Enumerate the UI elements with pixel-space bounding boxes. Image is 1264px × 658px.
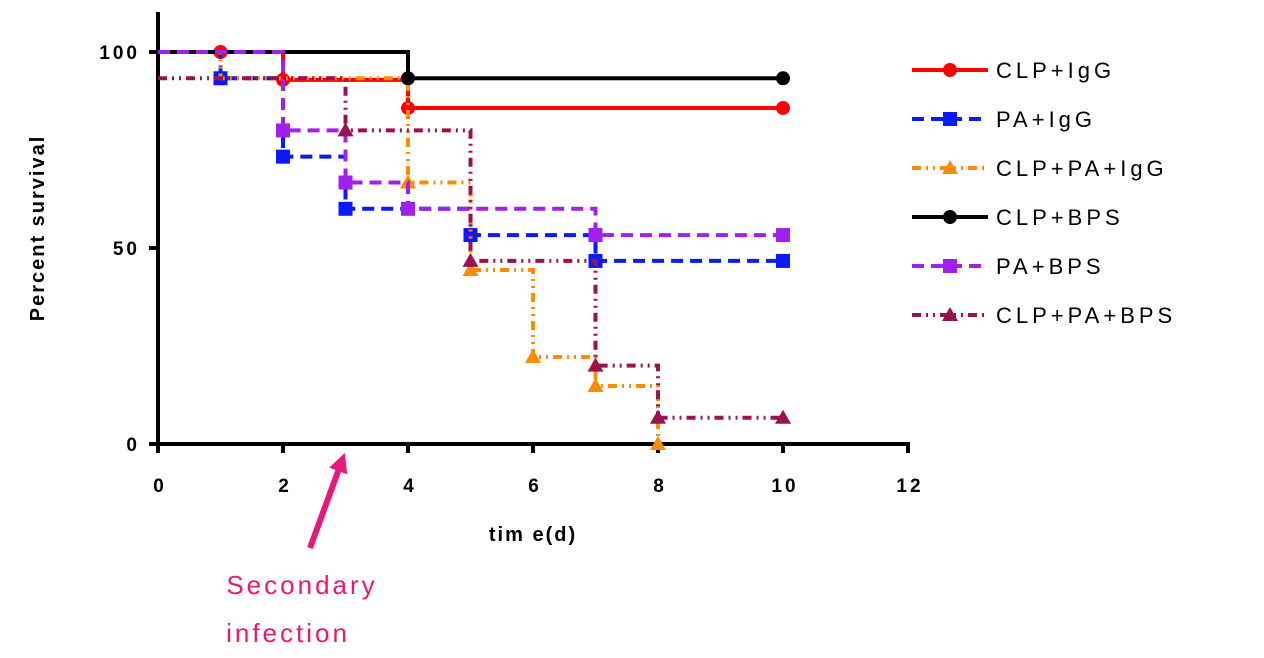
legend: CLP+IgG PA+IgG CLP+PA+IgG CLP+BPS PA+BPS CLP+… <box>912 58 1176 328</box>
data-point <box>338 201 353 216</box>
annotation-line-1: Secondary <box>226 570 377 600</box>
data-point <box>276 149 290 164</box>
legend-marker <box>943 259 957 273</box>
data-point <box>776 228 790 243</box>
legend-item: CLP+BPS <box>912 205 1124 230</box>
x-tick-label: 12 <box>896 476 923 497</box>
data-point <box>775 409 791 424</box>
legend-label: CLP+PA+BPS <box>996 303 1176 328</box>
data-point <box>650 436 666 450</box>
series-line <box>158 50 783 238</box>
data-point <box>276 123 290 138</box>
legend-label: CLP+IgG <box>996 58 1115 83</box>
data-point <box>776 253 790 268</box>
legend-marker <box>943 210 957 224</box>
legend-marker <box>942 160 958 174</box>
data-point <box>588 228 603 243</box>
x-axis-title: tim e(d) <box>489 524 577 546</box>
series-PA+IgG <box>158 50 790 268</box>
data-point <box>462 261 479 276</box>
series-line <box>158 76 783 420</box>
data-point <box>401 71 415 86</box>
legend-marker <box>943 63 957 77</box>
x-axis-ticks: 0 2 4 6 8 10 12 <box>153 444 923 497</box>
legend-item: CLP+IgG <box>912 58 1115 83</box>
x-tick-label: 0 <box>153 476 167 497</box>
data-point <box>338 175 353 190</box>
legend-label: CLP+BPS <box>996 205 1124 230</box>
data-point <box>462 252 479 267</box>
legend-label: CLP+PA+IgG <box>996 156 1168 181</box>
legend-marker <box>943 112 957 126</box>
y-axis-ticks: 0 50 100 <box>99 43 158 456</box>
legend-item: CLP+PA+BPS <box>912 303 1176 328</box>
x-tick-label: 6 <box>528 476 542 497</box>
legend-item: PA+BPS <box>912 254 1105 279</box>
annotation-line-2: infection <box>226 618 350 648</box>
x-tick-label: 4 <box>403 476 417 497</box>
data-point <box>587 377 604 392</box>
data-point <box>401 101 415 116</box>
series-CLP+PA+BPS <box>158 76 791 424</box>
annotation-arrow <box>307 452 348 550</box>
data-point <box>525 348 541 363</box>
y-tick-label: 0 <box>126 435 140 456</box>
secondary-infection-annotation: Secondary infection <box>226 452 377 648</box>
legend-label: PA+IgG <box>996 107 1096 132</box>
y-tick-label: 50 <box>113 239 140 260</box>
x-tick-label: 10 <box>771 476 798 497</box>
data-point <box>776 71 790 86</box>
axes: 0 2 4 6 8 10 12 0 50 100 <box>99 12 923 497</box>
series-CLP+BPS <box>158 50 790 86</box>
data-point <box>401 201 415 216</box>
data-point <box>337 122 354 137</box>
plot-area <box>158 45 791 450</box>
series-PA+BPS <box>158 50 790 243</box>
data-point <box>650 409 666 424</box>
x-tick-label: 2 <box>278 476 292 497</box>
series-line <box>158 50 783 81</box>
y-tick-label: 100 <box>99 43 140 64</box>
legend-marker <box>942 307 958 321</box>
data-point <box>587 357 604 372</box>
legend-item: CLP+PA+IgG <box>912 156 1168 181</box>
y-axis-title: Percent survival <box>27 135 49 322</box>
data-point <box>776 101 790 116</box>
x-tick-label: 8 <box>653 476 667 497</box>
legend-label: PA+BPS <box>996 254 1105 279</box>
legend-item: PA+IgG <box>912 107 1096 132</box>
series-line <box>158 50 660 444</box>
